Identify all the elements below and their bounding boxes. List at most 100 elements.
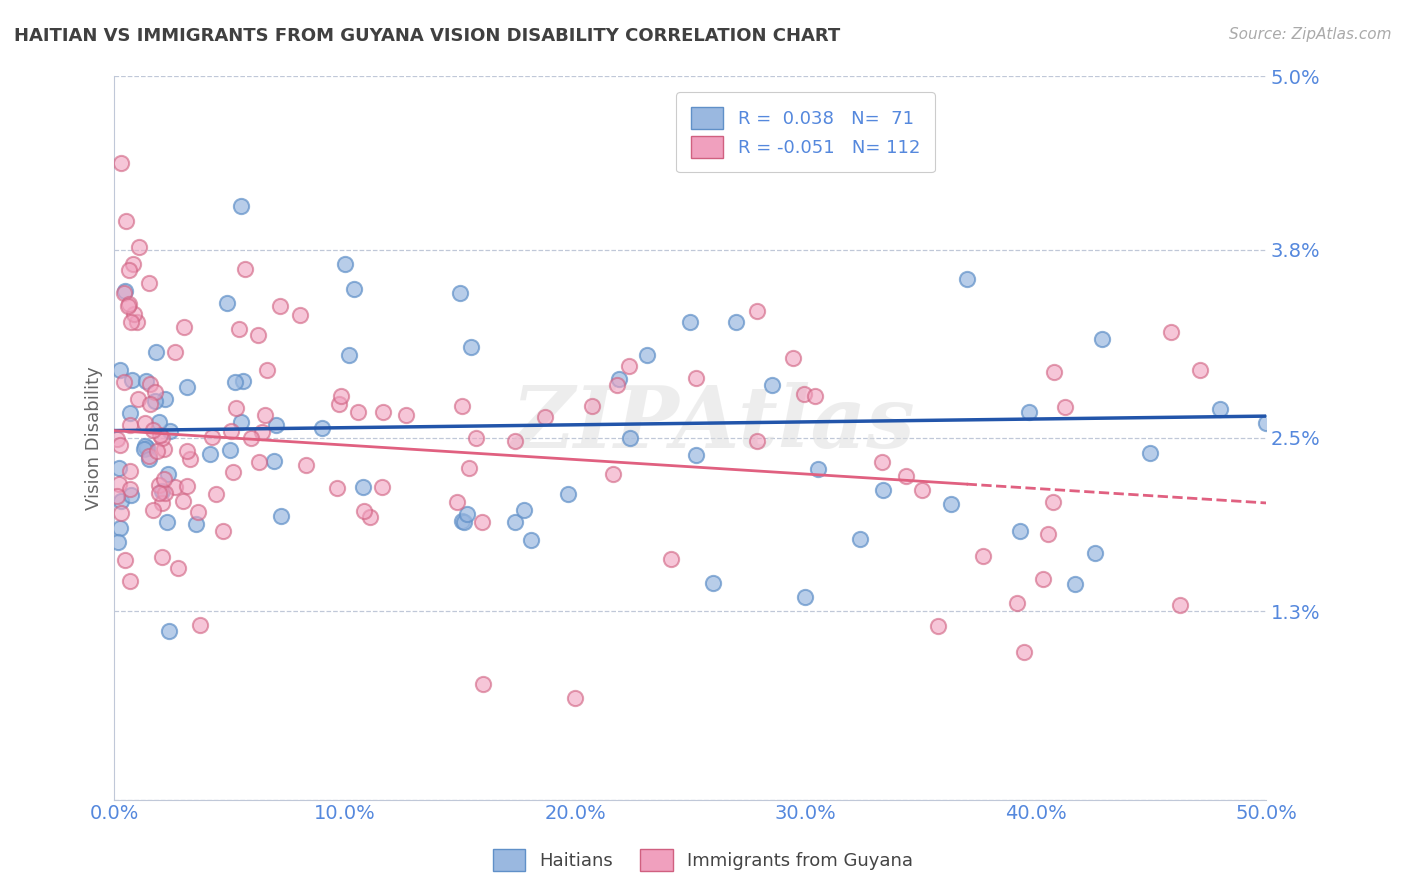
Point	[371, 405, 394, 419]
Point	[187, 505, 209, 519]
Point	[326, 481, 349, 495]
Point	[911, 483, 934, 497]
Point	[115, 213, 138, 227]
Point	[179, 451, 201, 466]
Point	[134, 439, 156, 453]
Point	[153, 392, 176, 406]
Point	[114, 553, 136, 567]
Point	[370, 480, 392, 494]
Point	[114, 284, 136, 298]
Point	[446, 495, 468, 509]
Point	[456, 507, 478, 521]
Point	[1084, 546, 1107, 560]
Point	[138, 276, 160, 290]
Point	[1209, 401, 1232, 416]
Point	[128, 240, 150, 254]
Point	[745, 304, 768, 318]
Point	[534, 410, 557, 425]
Point	[1036, 526, 1059, 541]
Point	[794, 590, 817, 604]
Point	[150, 483, 173, 498]
Point	[269, 299, 291, 313]
Point	[1042, 495, 1064, 509]
Point	[453, 516, 475, 530]
Point	[110, 494, 132, 508]
Point	[224, 376, 246, 390]
Point	[941, 497, 963, 511]
Point	[235, 261, 257, 276]
Point	[139, 376, 162, 391]
Point	[1054, 400, 1077, 414]
Point	[120, 465, 142, 479]
Point	[247, 455, 270, 469]
Point	[127, 392, 149, 407]
Point	[240, 432, 263, 446]
Point	[232, 374, 254, 388]
Point	[761, 378, 783, 392]
Point	[163, 344, 186, 359]
Point	[725, 315, 748, 329]
Point	[176, 479, 198, 493]
Point	[337, 348, 360, 362]
Point	[150, 496, 173, 510]
Point	[793, 387, 815, 401]
Point	[606, 377, 628, 392]
Point	[956, 271, 979, 285]
Point	[1008, 524, 1031, 539]
Point	[685, 370, 707, 384]
Point	[1005, 596, 1028, 610]
Point	[110, 521, 132, 535]
Point	[246, 328, 269, 343]
Point	[1063, 577, 1085, 591]
Point	[121, 373, 143, 387]
Point	[679, 315, 702, 329]
Point	[159, 424, 181, 438]
Point	[1188, 363, 1211, 377]
Point	[661, 552, 683, 566]
Point	[201, 430, 224, 444]
Point	[146, 444, 169, 458]
Point	[256, 362, 278, 376]
Point	[359, 510, 381, 524]
Point	[1018, 404, 1040, 418]
Point	[148, 415, 170, 429]
Point	[557, 487, 579, 501]
Point	[108, 363, 131, 377]
Point	[1032, 572, 1054, 586]
Point	[148, 478, 170, 492]
Point	[745, 434, 768, 449]
Point	[471, 677, 494, 691]
Point	[352, 480, 374, 494]
Point	[294, 458, 316, 472]
Point	[263, 454, 285, 468]
Point	[685, 448, 707, 462]
Point	[927, 619, 949, 633]
Point	[464, 431, 486, 445]
Point	[157, 467, 180, 481]
Point	[108, 477, 131, 491]
Point	[519, 533, 541, 548]
Point	[105, 432, 128, 446]
Point	[330, 389, 353, 403]
Point	[972, 549, 994, 563]
Point	[112, 286, 135, 301]
Point	[127, 315, 149, 329]
Point	[270, 508, 292, 523]
Legend: Haitians, Immigrants from Guyana: Haitians, Immigrants from Guyana	[485, 842, 921, 879]
Point	[288, 308, 311, 322]
Text: Source: ZipAtlas.com: Source: ZipAtlas.com	[1229, 27, 1392, 42]
Point	[503, 515, 526, 529]
Point	[450, 399, 472, 413]
Y-axis label: Vision Disability: Vision Disability	[86, 366, 103, 509]
Point	[1254, 417, 1277, 431]
Point	[134, 416, 156, 430]
Point	[186, 516, 208, 531]
Point	[222, 465, 245, 479]
Point	[617, 359, 640, 373]
Point	[264, 417, 287, 432]
Point	[157, 624, 180, 638]
Point	[205, 487, 228, 501]
Point	[1042, 365, 1064, 379]
Point	[142, 423, 165, 437]
Point	[153, 485, 176, 500]
